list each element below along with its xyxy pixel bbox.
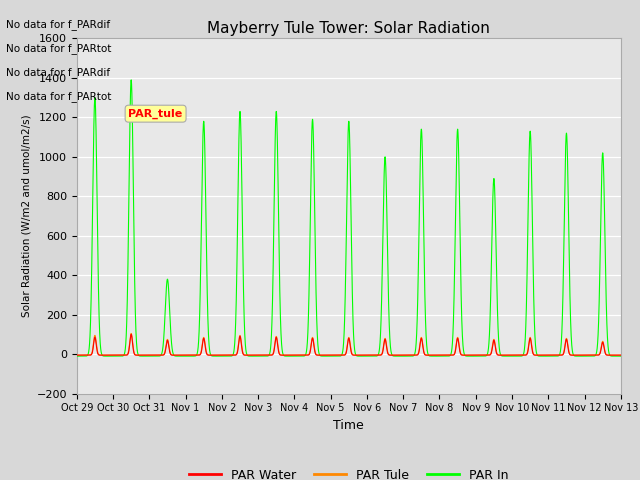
Text: No data for f_PARdif: No data for f_PARdif [6, 67, 111, 78]
Text: No data for f_PARdif: No data for f_PARdif [6, 19, 111, 30]
X-axis label: Time: Time [333, 419, 364, 432]
Text: No data for f_PARtot: No data for f_PARtot [6, 91, 112, 102]
Text: No data for f_PARtot: No data for f_PARtot [6, 43, 112, 54]
Legend: PAR Water, PAR Tule, PAR In: PAR Water, PAR Tule, PAR In [184, 464, 513, 480]
Title: Mayberry Tule Tower: Solar Radiation: Mayberry Tule Tower: Solar Radiation [207, 21, 490, 36]
Text: PAR_tule: PAR_tule [129, 108, 183, 119]
Y-axis label: Solar Radiation (W/m2 and umol/m2/s): Solar Radiation (W/m2 and umol/m2/s) [21, 115, 31, 317]
